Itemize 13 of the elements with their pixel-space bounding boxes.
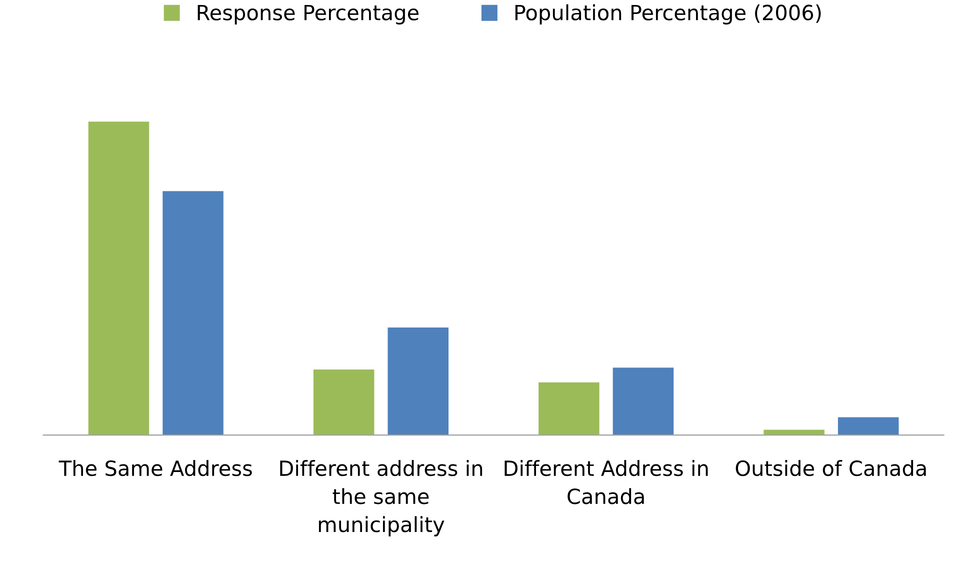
x-tick-label: Different address in the same municipality: [280, 460, 482, 536]
bar: [612, 368, 674, 436]
bar: [88, 122, 150, 436]
legend-label: Population Percentage (2006): [515, 4, 821, 24]
x-tick-label: Different Address in Canada: [504, 460, 708, 504]
legend-label: Response Percentage: [198, 4, 419, 24]
bar: [538, 382, 600, 436]
x-tick-label: The Same Address: [58, 460, 252, 476]
bar: [388, 328, 449, 436]
bar: [313, 370, 374, 436]
bar: [162, 191, 224, 436]
bar: [838, 417, 899, 436]
x-tick-label: Outside of Canada: [736, 460, 926, 476]
